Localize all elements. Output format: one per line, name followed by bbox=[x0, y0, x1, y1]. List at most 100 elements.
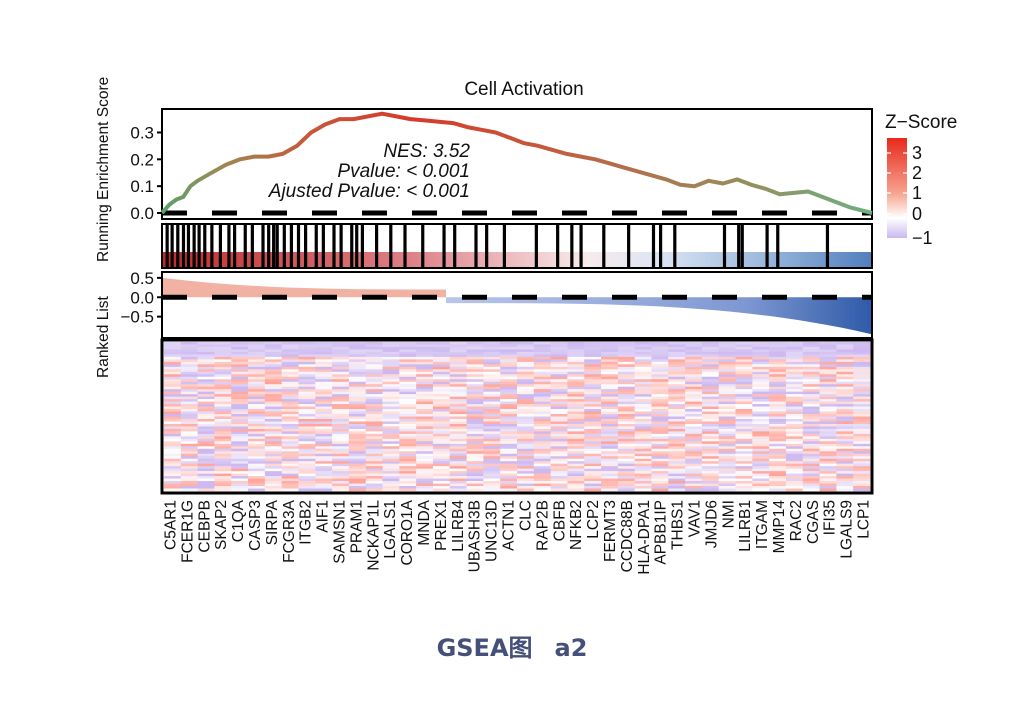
gene-label: ITGAM bbox=[754, 500, 771, 549]
hit-tick bbox=[282, 225, 286, 267]
hit-tick bbox=[332, 225, 336, 267]
legend-tick-label: 0 bbox=[912, 204, 922, 224]
hit-tick bbox=[176, 225, 180, 267]
y-tick-label: 0.1 bbox=[130, 177, 154, 196]
caption-main: GSEA图 bbox=[436, 634, 533, 662]
gene-label: LCP1 bbox=[856, 500, 873, 539]
hit-tick bbox=[339, 225, 343, 267]
adj-pvalue-text: Ajusted Pvalue: < 0.001 bbox=[268, 181, 470, 202]
gene-label: PRAM1 bbox=[348, 500, 365, 553]
gene-label: JMJD6 bbox=[703, 500, 720, 548]
gene-label: SIRPA bbox=[264, 499, 281, 545]
hit-tick bbox=[389, 225, 393, 267]
gene-label: MNDA bbox=[416, 499, 433, 545]
hit-tick bbox=[197, 225, 201, 267]
hit-tick bbox=[186, 225, 191, 267]
gene-label: NMI bbox=[720, 500, 737, 528]
hit-tick bbox=[673, 225, 677, 267]
hit-tick bbox=[203, 225, 207, 267]
hit-tick bbox=[261, 225, 265, 267]
positive-rank-area bbox=[163, 277, 446, 298]
gene-label: MMP14 bbox=[771, 500, 788, 554]
y-tick-label: 0.5 bbox=[130, 269, 154, 288]
legend-tick-label: 3 bbox=[912, 143, 922, 163]
gene-label: CLC bbox=[518, 500, 535, 531]
hit-tick bbox=[556, 225, 560, 267]
gene-label: CBFB bbox=[551, 500, 568, 541]
hit-tick bbox=[350, 225, 354, 267]
gene-label: ACTN1 bbox=[501, 500, 518, 551]
hit-tick bbox=[375, 225, 379, 267]
negative-rank-area bbox=[446, 297, 871, 335]
gene-label: LILRB4 bbox=[450, 500, 467, 552]
legend-colorbar bbox=[887, 138, 907, 238]
gene-label: LCP2 bbox=[585, 500, 602, 539]
legend-tick-label: −1 bbox=[912, 228, 933, 248]
y-tick-label: 0.2 bbox=[130, 150, 154, 169]
hit-tick bbox=[765, 225, 769, 267]
running-es-panel: 0.0 0.1 0.2 0.3 bbox=[130, 108, 873, 223]
hit-tick bbox=[534, 225, 538, 267]
hit-tick bbox=[740, 225, 744, 267]
gene-label: CCDC88B bbox=[619, 500, 636, 572]
hit-tick bbox=[722, 225, 727, 267]
hit-tick bbox=[579, 225, 583, 267]
hit-tick bbox=[776, 225, 780, 267]
es-curve bbox=[160, 111, 873, 215]
hit-tick bbox=[627, 225, 631, 267]
gene-label: HLA-DPA1 bbox=[636, 500, 653, 575]
gene-label: CASP3 bbox=[247, 500, 264, 551]
hit-tick bbox=[296, 225, 301, 267]
gene-label: AIF1 bbox=[315, 500, 332, 533]
hit-tick bbox=[289, 225, 293, 267]
gene-label: SKAP2 bbox=[213, 500, 230, 550]
hit-tick bbox=[192, 225, 196, 267]
gene-label: IFI35 bbox=[822, 500, 839, 535]
hit-tick bbox=[227, 225, 231, 267]
hit-tick bbox=[272, 225, 276, 267]
caption-sub: a2 bbox=[554, 634, 588, 662]
y-axis-label-ranked: Ranked List bbox=[95, 295, 112, 378]
hit-tick bbox=[267, 225, 271, 267]
gene-label: NCKAP1L bbox=[365, 500, 382, 571]
gene-label: FCER1G bbox=[179, 500, 196, 563]
hit-tick bbox=[421, 225, 425, 267]
gene-label: LGALS1 bbox=[382, 500, 399, 559]
hit-tick bbox=[403, 225, 407, 267]
gene-label: UNC13D bbox=[484, 500, 501, 562]
pvalue-text: Pvalue: < 0.001 bbox=[337, 161, 470, 182]
legend-tick-label: 1 bbox=[912, 183, 922, 203]
hit-tick bbox=[275, 225, 279, 267]
nes-text: NES: 3.52 bbox=[383, 141, 470, 162]
hit-tick bbox=[250, 225, 254, 267]
y-tick-label: 0.0 bbox=[130, 288, 154, 307]
hit-tick bbox=[485, 225, 489, 267]
hit-barcode-panel bbox=[161, 223, 873, 269]
hit-tick bbox=[570, 225, 574, 267]
hit-tick bbox=[502, 225, 506, 267]
hit-tick bbox=[314, 225, 318, 267]
hit-tick bbox=[453, 225, 457, 267]
gene-label: UBASH3B bbox=[467, 500, 484, 572]
gene-label: LILRB1 bbox=[737, 500, 754, 552]
legend-title: Z−Score bbox=[885, 112, 957, 133]
gene-label: ITGB2 bbox=[298, 500, 315, 545]
hit-tick bbox=[321, 225, 325, 267]
hit-tick bbox=[825, 225, 830, 267]
y-axis-label-es: Running Enrichment Score bbox=[95, 77, 112, 262]
gene-label: SAMSN1 bbox=[332, 500, 349, 564]
gene-label: CEBPB bbox=[196, 500, 213, 553]
heatmap-panel bbox=[160, 338, 874, 495]
hit-tick bbox=[243, 225, 247, 267]
gene-label: LGALS9 bbox=[839, 500, 856, 559]
hit-tick bbox=[181, 225, 186, 267]
hit-tick bbox=[737, 225, 741, 267]
gene-label: PREX1 bbox=[433, 500, 450, 551]
figure-caption: GSEA图 a2 bbox=[0, 628, 1024, 663]
gene-label: C5AR1 bbox=[163, 500, 180, 550]
hit-tick bbox=[602, 225, 606, 267]
hit-tick bbox=[165, 225, 169, 267]
gene-label: VAV1 bbox=[687, 500, 704, 537]
gene-label: NFKB2 bbox=[568, 500, 585, 550]
